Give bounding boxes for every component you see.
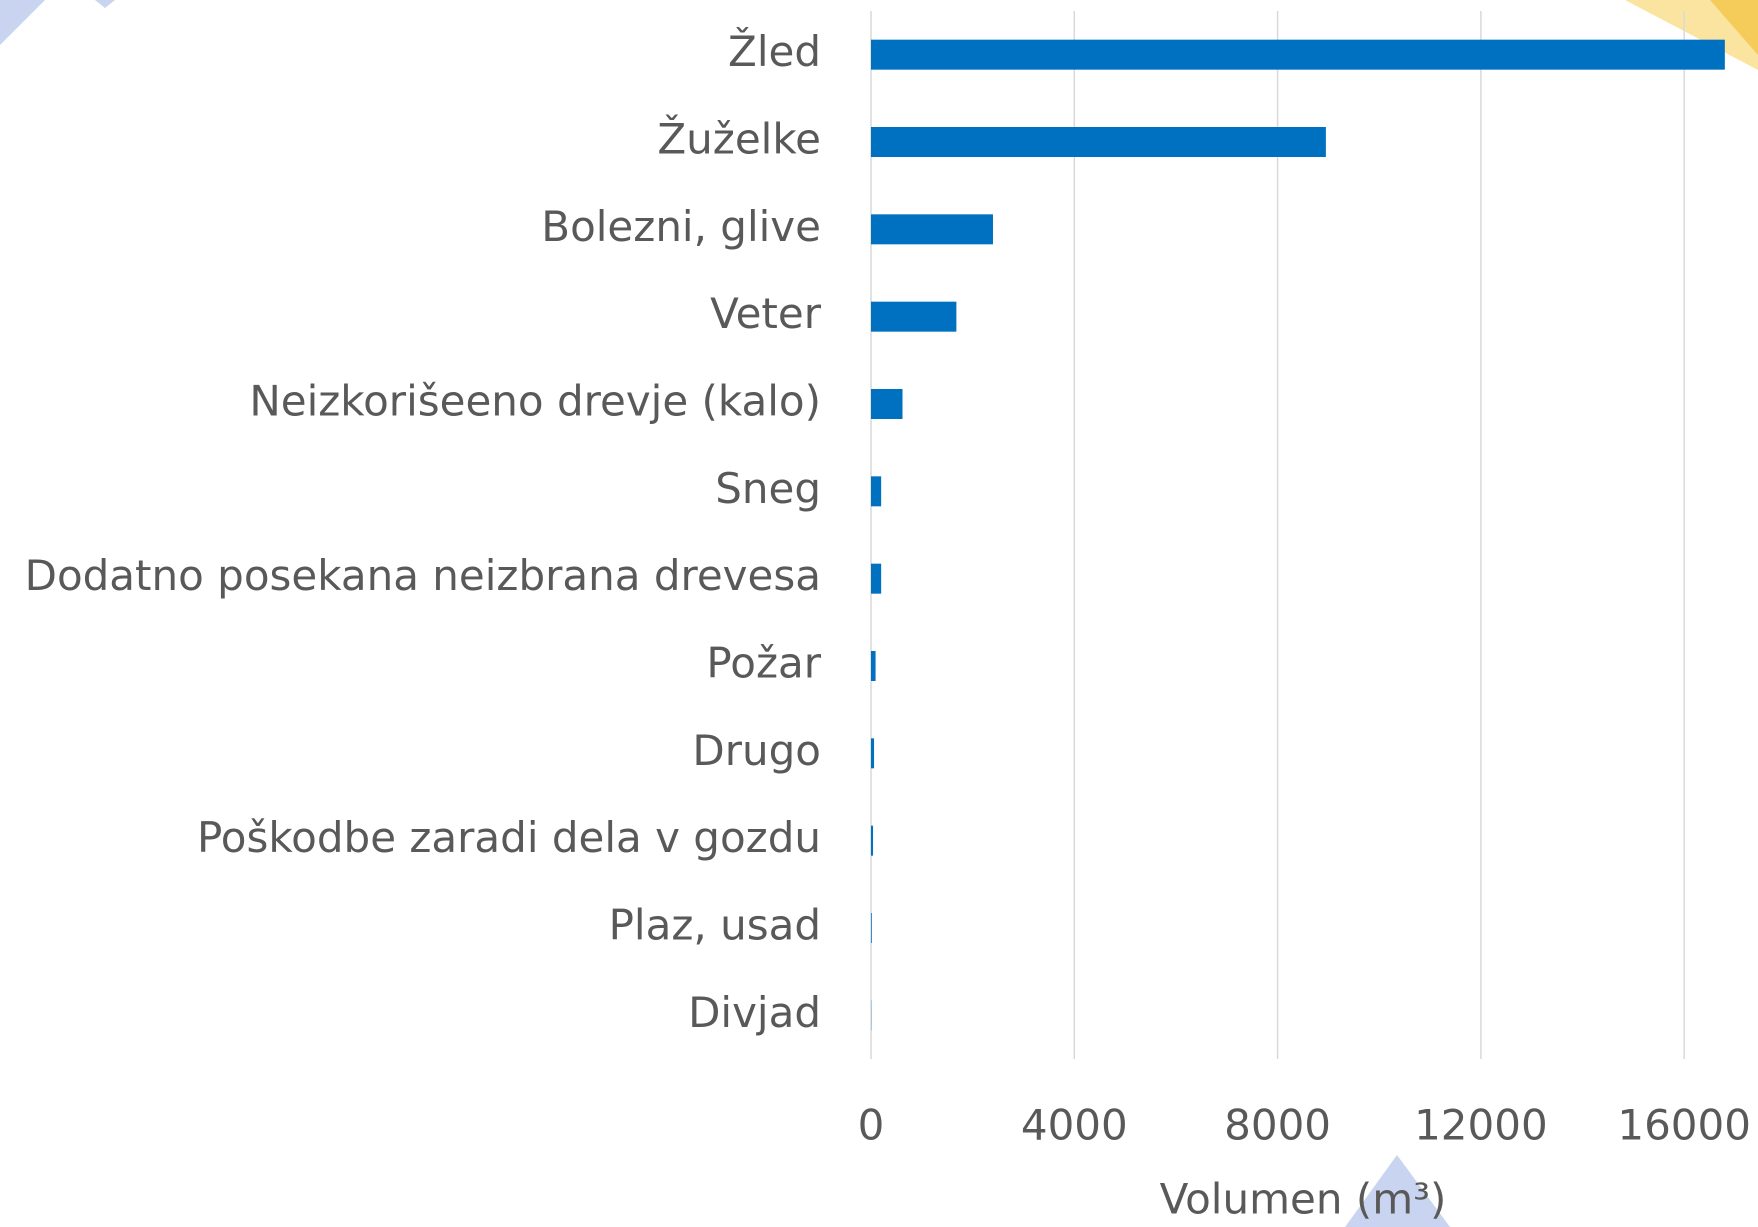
bar xyxy=(871,39,1725,70)
x-tick-label: 16000 xyxy=(1617,1101,1751,1150)
y-tick-label: Neizkorišeeno drevje (kalo) xyxy=(249,377,821,426)
x-tick-label: 0 xyxy=(858,1101,885,1150)
x-axis-title: Volumen (m³) xyxy=(1160,1175,1447,1224)
bar xyxy=(871,476,882,507)
y-tick-label: Poškodbe zaradi dela v gozdu xyxy=(197,813,821,862)
x-tick-label: 4000 xyxy=(1021,1101,1128,1150)
bar xyxy=(871,913,872,943)
decor-triangle xyxy=(0,0,45,45)
y-tick-label: Sneg xyxy=(715,464,821,513)
bar xyxy=(871,127,1326,157)
x-tick-label: 12000 xyxy=(1414,1101,1548,1150)
y-tick-label: Požar xyxy=(706,639,821,688)
y-tick-label: Žuželke xyxy=(657,114,821,164)
decor-triangle xyxy=(95,0,115,8)
bar xyxy=(871,301,957,332)
y-tick-label: Žled xyxy=(728,26,821,76)
decor-triangle xyxy=(1710,0,1758,55)
y-tick-label: Divjad xyxy=(688,988,821,1037)
bar xyxy=(871,563,882,594)
bar xyxy=(871,389,903,419)
bar xyxy=(871,825,874,856)
bar xyxy=(871,738,875,769)
y-tick-label: Drugo xyxy=(692,726,821,775)
x-tick-label: 8000 xyxy=(1224,1101,1331,1150)
bar xyxy=(871,214,993,245)
y-tick-label: Veter xyxy=(710,289,822,338)
y-tick-label: Bolezni, glive xyxy=(541,202,821,251)
bar xyxy=(871,651,876,681)
decor-triangle xyxy=(1345,1155,1450,1227)
y-tick-label: Dodatno posekana neizbrana drevesa xyxy=(25,551,821,600)
y-tick-label: Plaz, usad xyxy=(609,901,821,950)
